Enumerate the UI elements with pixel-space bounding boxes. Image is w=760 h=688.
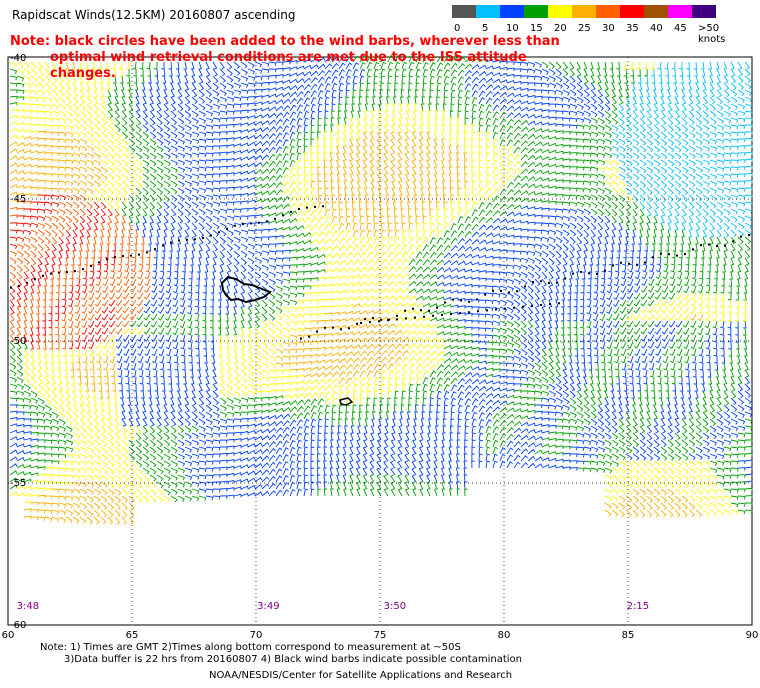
wind-barb-group (9, 54, 753, 515)
legend-label: 35 (626, 23, 639, 34)
legend-swatch (692, 5, 716, 18)
time-label: 3:49 (257, 601, 279, 612)
lon-tick-label: 65 (126, 630, 139, 641)
note-line-1: Note: black circles have been added to t… (10, 34, 560, 49)
time-labels: 3:48 3:49 3:50 2:15 (17, 601, 650, 612)
wind-barb-group (9, 61, 747, 517)
lat-tick-label: -55 (10, 478, 26, 489)
wind-barb-group (9, 194, 151, 350)
wind-barb-group (9, 194, 116, 350)
time-label: 3:50 (384, 601, 406, 612)
legend-swatch (524, 5, 548, 18)
footer-note-2: 3)Data buffer is 22 hrs from 20160807 4)… (64, 654, 522, 665)
lon-tick-label: 60 (2, 630, 15, 641)
lon-tick-label: 80 (498, 630, 511, 641)
legend-swatch (644, 5, 668, 18)
legend-label: 15 (530, 23, 543, 34)
contamination-marks (10, 205, 750, 340)
lat-tick-label: -60 (10, 620, 26, 631)
legend-swatch (548, 5, 572, 18)
legend-label: 20 (554, 23, 567, 34)
legend-swatch (476, 5, 500, 18)
legend-swatch (620, 5, 644, 18)
legend-swatch (452, 5, 476, 18)
legend-swatch (596, 5, 620, 18)
legend-swatch (572, 5, 596, 18)
lat-tick-label: -40 (10, 53, 26, 64)
wind-barbs (9, 54, 753, 525)
lat-lon-grid (8, 57, 752, 625)
legend-label: 45 (674, 23, 687, 34)
lon-tick-label: 90 (746, 630, 759, 641)
lon-tick-label: 70 (250, 630, 263, 641)
legend-label: 40 (650, 23, 663, 34)
note-line-2: optimal wind retrieval conditions are me… (50, 50, 527, 81)
legend-swatch (668, 5, 692, 18)
lat-tick-label: -50 (10, 336, 26, 347)
kerguelen-island (220, 275, 354, 406)
lon-tick-label: 75 (374, 630, 387, 641)
legend-swatch (500, 5, 524, 18)
wind-barb-group (9, 55, 753, 501)
footer-credit: NOAA/NESDIS/Center for Satellite Applica… (209, 670, 513, 681)
legend-label: >50 knots (698, 23, 726, 45)
legend-label: 25 (578, 23, 591, 34)
lat-tick-label: -45 (10, 194, 26, 205)
axis-tick-labels: 60 65 70 75 80 85 90 -40 -45 -50 -55 -60 (2, 53, 759, 641)
legend-label: 10 (506, 23, 519, 34)
time-label: 2:15 (627, 601, 649, 612)
lon-tick-label: 85 (622, 630, 635, 641)
wind-barb-group (9, 61, 704, 525)
legend-label: 30 (602, 23, 615, 34)
contamination-dots (10, 205, 750, 340)
map-title: Rapidscat Winds(12.5KM) 20160807 ascendi… (12, 8, 296, 22)
time-label: 3:48 (17, 601, 39, 612)
legend-label: 0 (454, 23, 461, 34)
legend-label: 5 (482, 23, 489, 34)
wind-barb-group (611, 61, 753, 238)
footer-note-1: Note: 1) Times are GMT 2)Times along bot… (40, 642, 461, 653)
attitude-note: Note: black circles have been added to t… (10, 34, 570, 82)
